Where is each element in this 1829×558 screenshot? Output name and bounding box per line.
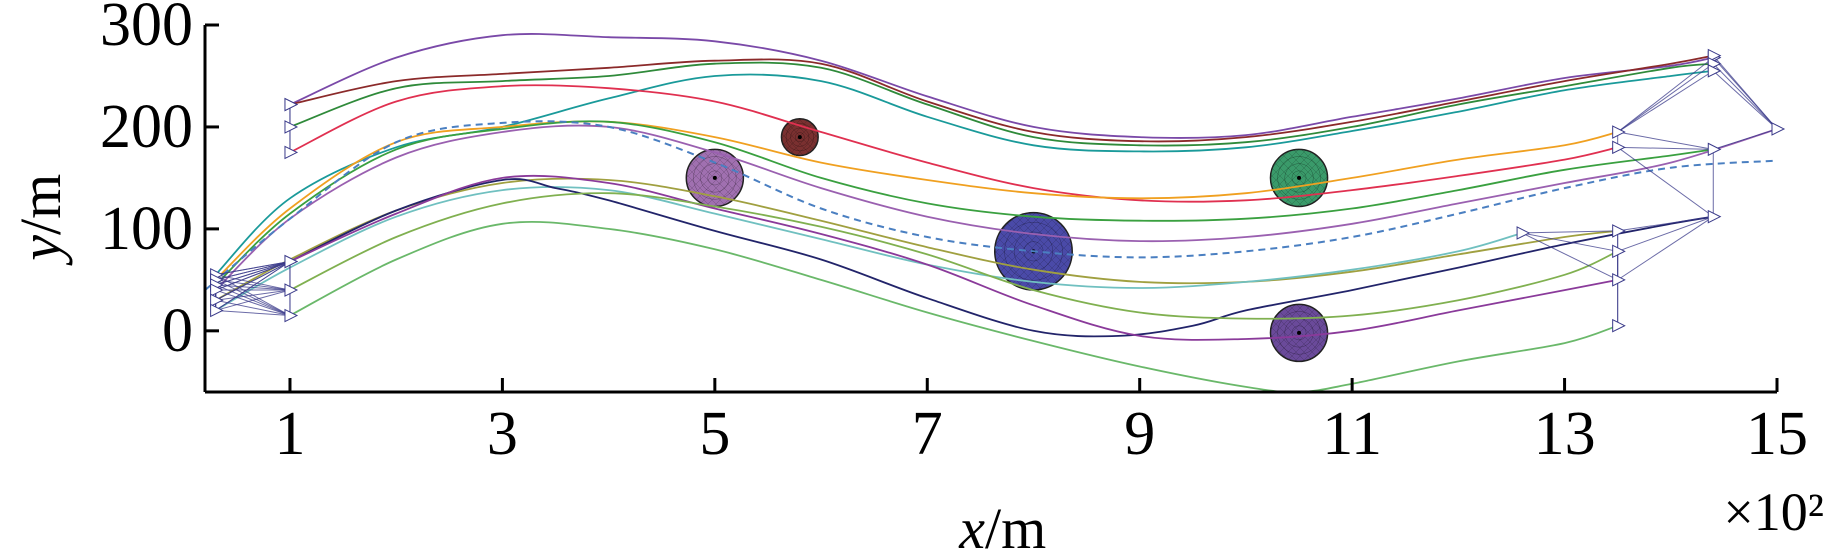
- x-tick-label-5: 5: [699, 400, 730, 468]
- start-marker-3: [284, 120, 299, 134]
- start-marker-10: [210, 303, 224, 318]
- x-tick-label-3: 3: [487, 400, 518, 468]
- obstacle-ring-2-2: [790, 127, 810, 147]
- end-link: [1617, 216, 1714, 252]
- start-marker-9: [210, 293, 224, 308]
- trajectory-5: [289, 84, 1618, 203]
- end-link: [1713, 128, 1778, 150]
- obstacle-center-1: [712, 175, 717, 180]
- end-link: [1712, 70, 1778, 130]
- end-link: [1712, 63, 1778, 130]
- x-axis-label-unit: /m: [985, 496, 1046, 558]
- formation-frames: [210, 48, 1786, 333]
- end-marker-2: [1707, 48, 1722, 63]
- start-marker-8: [210, 283, 224, 297]
- start-link: [215, 261, 291, 286]
- trajectory-6: [214, 120, 1618, 281]
- end-marker-10: [1516, 226, 1531, 240]
- end-marker-4: [1707, 64, 1722, 78]
- y-tick-label-200: 200: [100, 93, 193, 161]
- end-marker-12: [1612, 273, 1626, 287]
- trajectory-series: [204, 33, 1778, 394]
- end-link: [1617, 57, 1714, 133]
- x-tick-label-15: 15: [1746, 400, 1808, 468]
- end-marker-9: [1612, 224, 1626, 238]
- trajectory-2: [289, 54, 1714, 143]
- end-link: [1521, 232, 1618, 252]
- end-link: [1521, 232, 1618, 281]
- trajectory-1: [289, 33, 1714, 139]
- end-link: [1617, 216, 1714, 232]
- end-link: [1617, 146, 1714, 150]
- trajectory-12: [289, 174, 1618, 341]
- obstacle-ring-2-1: [794, 132, 805, 142]
- start-link: [215, 261, 291, 311]
- x-axis-label-var: x: [958, 496, 985, 558]
- x-tick-label-11: 11: [1322, 400, 1382, 468]
- obstacle-center-2: [797, 135, 802, 140]
- trajectory-10: [215, 186, 1523, 312]
- end-marker-13: [1612, 244, 1626, 259]
- x-axis-multiplier: ×10²: [1723, 482, 1824, 542]
- start-link: [215, 289, 291, 311]
- trajectory-11: [289, 178, 1714, 338]
- end-link: [1617, 131, 1714, 150]
- start-link: [215, 261, 291, 291]
- reference-path: [204, 120, 1778, 291]
- obstacle-ring-1-1: [707, 170, 723, 186]
- trajectory-13: [289, 192, 1619, 320]
- end-link: [1522, 230, 1618, 234]
- obstacle-ring-5-1: [1291, 325, 1307, 341]
- end-link: [1617, 70, 1714, 133]
- start-link: [215, 289, 291, 301]
- y-tick-label-300: 300: [100, 0, 193, 59]
- x-tick-label-7: 7: [912, 400, 943, 468]
- trajectory-8: [214, 124, 1778, 291]
- end-marker-14: [1612, 318, 1626, 333]
- obstacle-ring-1-3: [693, 156, 737, 200]
- y-tick-label-100: 100: [100, 195, 193, 263]
- trajectory-9: [215, 177, 1618, 302]
- obstacle-center-5: [1297, 330, 1302, 335]
- end-marker-8: [1771, 122, 1786, 136]
- obstacle-ring-3-3: [1004, 222, 1063, 281]
- obstacle-center-4: [1297, 175, 1302, 180]
- x-tick-label-1: 1: [274, 400, 305, 468]
- start-link: [215, 261, 291, 276]
- trajectory-14: [289, 220, 1618, 394]
- obstacle-ring-5-3: [1277, 311, 1321, 355]
- start-marker-2: [284, 97, 299, 112]
- start-marker-5: [284, 145, 299, 160]
- trajectory-3: [289, 61, 1714, 147]
- end-link: [1617, 216, 1714, 281]
- obstacle-ring-4-1: [1291, 170, 1307, 186]
- trajectory-7: [214, 120, 1714, 286]
- y-tick-label-0: 0: [162, 297, 193, 365]
- end-link: [1617, 63, 1714, 133]
- y-axis-label-var: y: [8, 235, 73, 266]
- end-marker-11: [1707, 209, 1722, 224]
- x-tick-label-9: 9: [1124, 400, 1155, 468]
- obstacle-ring-2-3: [785, 123, 814, 152]
- start-link: [215, 261, 291, 281]
- start-marker-12: [284, 254, 299, 269]
- obstacle-ring-3-2: [1013, 231, 1054, 271]
- start-marker-13: [284, 283, 299, 297]
- obstacle-ring-4-2: [1284, 163, 1314, 193]
- start-link: [215, 309, 291, 317]
- end-link: [1712, 55, 1778, 130]
- start-marker-14: [284, 308, 299, 323]
- obstacle-ring-4-3: [1277, 156, 1321, 200]
- end-marker-7: [1707, 142, 1722, 157]
- end-link: [1617, 146, 1714, 218]
- end-marker-5: [1612, 140, 1626, 155]
- y-axis-label-unit: /m: [8, 174, 73, 235]
- x-tick-label-13: 13: [1534, 400, 1596, 468]
- start-link: [215, 261, 291, 301]
- end-marker-6: [1612, 125, 1626, 139]
